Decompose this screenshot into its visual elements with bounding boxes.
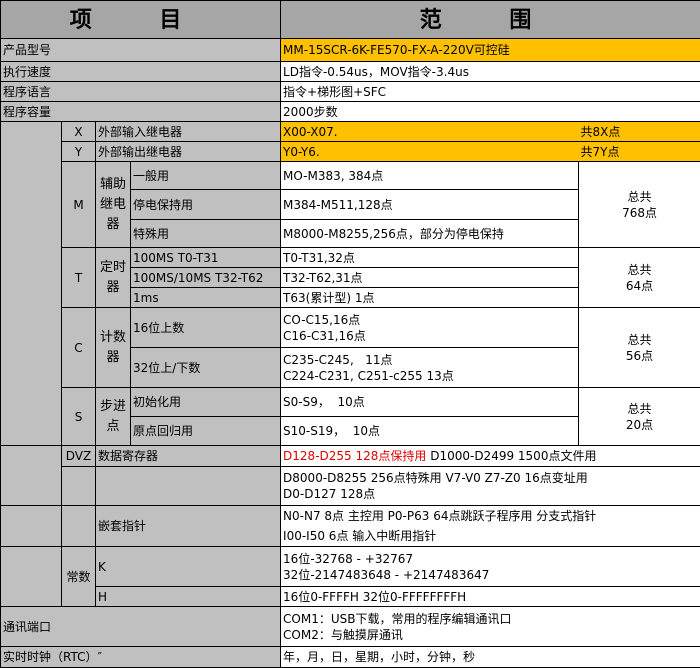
s-total: 总共 20点	[578, 387, 700, 446]
comm-value: COM1：USB下载，常用的程序编辑通讯口 COM2：与触摸屏通讯	[280, 606, 700, 647]
constant-k-value: 16位-32768 - +32767 32位-2147483648 - +2147…	[280, 546, 700, 587]
t-code: T	[61, 247, 96, 308]
c-group: 计数器	[95, 307, 131, 388]
s-code: S	[61, 387, 96, 446]
y-label: 外部输出继电器	[94, 141, 282, 162]
c-item-label: 32位上/下数	[129, 347, 282, 388]
dvz-value-2: D8000-D8255 256点特殊用 V7-V0 Z7-Z0 16点变址用 D0…	[280, 466, 700, 506]
m-group: 辅助继电器	[95, 161, 131, 248]
empty-cell	[0, 505, 62, 547]
constant-h: H	[94, 586, 282, 607]
t-item-value: T32-T62,31点	[280, 267, 580, 288]
c-value-line: C224-C231, C251-c255 13点	[283, 368, 454, 383]
pointer-value: N0-N7 8点 主控用 P0-P63 64点跳跃子程序用 分支式指针 I00-I…	[280, 505, 700, 547]
dvz-label: 数据寄存器	[94, 445, 282, 467]
c-value-line: CO-C15,16点	[283, 312, 361, 327]
header-item: 项 目	[0, 0, 282, 39]
c-total: 总共 56点	[578, 307, 700, 388]
header-range: 范 围	[280, 0, 700, 39]
pointer-label: 嵌套指针	[94, 505, 282, 547]
c-item-value: C235-C245, 11点 C224-C231, C251-c255 13点	[280, 347, 580, 388]
s-item-value: S10-S19， 10点	[280, 416, 580, 446]
dvz-value-file: D1000-D2499 1500点文件用	[426, 449, 597, 463]
s-group: 步进点	[95, 387, 131, 446]
comm-line: COM2：与触摸屏通讯	[283, 627, 403, 642]
constant-h-value: 16位0-FFFFH 32位0-FFFFFFFFH	[280, 586, 700, 607]
language-label: 程序语言	[0, 81, 282, 102]
m-item-value: M8000-M8255,256点，部分为停电保持	[280, 219, 580, 248]
c-item-label: 16位上数	[129, 307, 282, 348]
t-group: 定时器	[95, 247, 131, 308]
y-total: 共7Y点	[578, 141, 700, 162]
empty-cell	[61, 466, 96, 506]
m-item-label: 停电保持用	[129, 189, 282, 220]
t-item-label: 100MS T0-T31	[129, 247, 282, 268]
empty-cell	[94, 466, 282, 506]
language-value: 指令+梯形图+SFC	[280, 81, 700, 102]
comm-line: COM1：USB下载，常用的程序编辑通讯口	[283, 611, 512, 626]
constant-k: K	[94, 546, 282, 587]
c-item-value: CO-C15,16点 C16-C31,16点	[280, 307, 580, 348]
x-value: X00-X07.	[280, 121, 579, 142]
k-line: 16位-32768 - +32767	[283, 551, 414, 566]
m-item-value: MO-M383, 384点	[280, 161, 580, 190]
speed-value: LD指令-0.54us，MOV指令-3.4us	[280, 61, 700, 82]
c-value-line: C16-C31,16点	[283, 328, 366, 343]
empty-cell	[0, 546, 62, 607]
model-value: MM-15SCR-6K-FE570-FX-A-220V可控硅	[280, 38, 700, 62]
m-item-value: M384-M511,128点	[280, 189, 580, 220]
k-line: 32位-2147483648 - +2147483647	[283, 567, 490, 582]
m-total: 总共 768点	[578, 161, 700, 248]
io-group-cell	[0, 121, 62, 446]
c-code: C	[61, 307, 96, 388]
capacity-label: 程序容量	[0, 101, 282, 122]
constant-label: 常数	[61, 546, 96, 607]
s-item-label: 原点回归用	[129, 416, 282, 446]
t-item-label: 100MS/10MS T32-T62	[129, 267, 282, 288]
empty-cell	[61, 505, 96, 547]
t-total: 总共 64点	[578, 247, 700, 308]
model-label: 产品型号	[0, 38, 282, 62]
c-value-line: C235-C245, 11点	[283, 352, 393, 367]
capacity-value: 2000步数	[280, 101, 700, 122]
x-label: 外部输入继电器	[94, 121, 282, 142]
y-value: Y0-Y6.	[280, 141, 579, 162]
dvz-value-retentive: D128-D255 128点保持用	[283, 449, 427, 463]
t-item-value: T0-T31,32点	[280, 247, 580, 268]
dvz-code: DVZ	[61, 445, 96, 467]
speed-label: 执行速度	[0, 61, 282, 82]
dvz-group-cell	[0, 445, 62, 506]
dvz-value: D128-D255 128点保持用 D1000-D2499 1500点文件用	[280, 445, 700, 467]
comm-label: 通讯端口	[0, 606, 282, 647]
x-code: X	[61, 121, 96, 142]
dvz-line: D8000-D8255 256点特殊用 V7-V0 Z7-Z0 16点变址用	[283, 471, 588, 485]
t-item-label: 1ms	[129, 287, 282, 308]
s-item-value: S0-S9， 10点	[280, 387, 580, 417]
y-code: Y	[61, 141, 96, 162]
m-item-label: 一般用	[129, 161, 282, 190]
dvz-line: D0-D127 128点	[283, 487, 376, 501]
t-item-value: T63(累计型) 1点	[280, 287, 580, 308]
rtc-label: 实时时钟（RTC）″	[0, 646, 282, 668]
s-item-label: 初始化用	[129, 387, 282, 417]
m-item-label: 特殊用	[129, 219, 282, 248]
rtc-value: 年，月，日，星期，小时，分钟，秒	[280, 646, 700, 668]
pointer-line: I00-I50 6点 输入中断用指针	[283, 529, 437, 543]
x-total: 共8X点	[578, 121, 700, 142]
m-code: M	[61, 161, 96, 248]
pointer-line: N0-N7 8点 主控用 P0-P63 64点跳跃子程序用 分支式指针	[283, 509, 597, 523]
